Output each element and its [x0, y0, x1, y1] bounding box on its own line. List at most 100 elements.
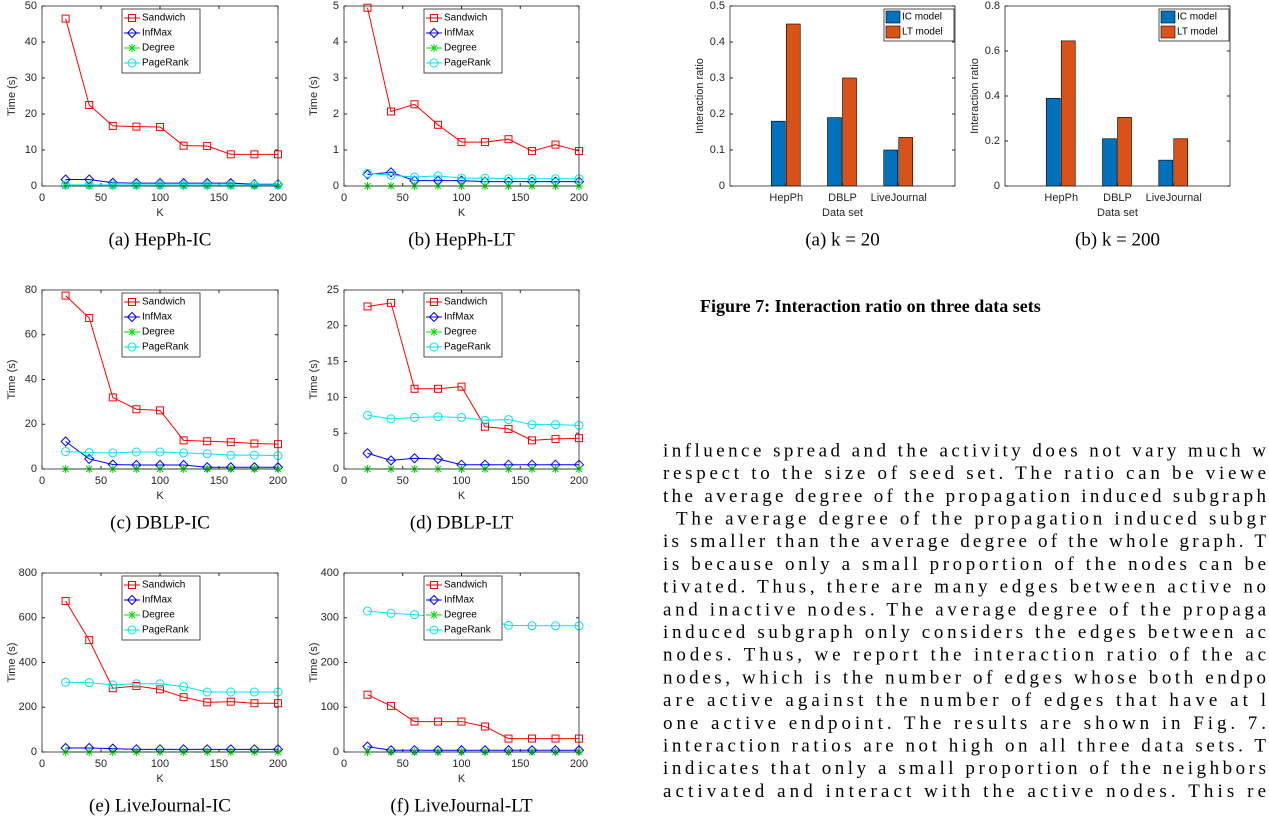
marker: [127, 625, 137, 635]
y-tick-label: 0: [31, 180, 37, 192]
marker: [387, 107, 395, 116]
marker: [108, 680, 118, 690]
marker: [61, 596, 70, 605]
y-axis-label: Time (s): [308, 643, 320, 683]
marker: [457, 382, 466, 391]
y-tick-label: 0: [994, 180, 1000, 192]
legend-label: InfMax: [142, 595, 172, 606]
y-tick-label: 0.5: [710, 0, 725, 12]
marker: [430, 611, 438, 619]
x-tick-label: 200: [269, 192, 287, 204]
marker: [249, 687, 259, 697]
marker: [457, 173, 466, 183]
marker: [83, 453, 95, 465]
body-line: one active endpoint. The results are sho…: [663, 713, 1266, 734]
marker: [429, 58, 439, 68]
x-tick-label: 100: [151, 758, 169, 770]
chart: 0 200 400 600 800 Time (s) K (e) LiveJournal-IC…: [6, 567, 287, 816]
marker: [433, 412, 443, 422]
marker: [430, 298, 438, 306]
marker: [128, 328, 136, 336]
legend-swatch: [1160, 25, 1176, 39]
y-tick-label: 400: [19, 656, 37, 668]
y-axis-label: Time (s): [308, 76, 320, 116]
bar: [827, 117, 842, 187]
chart: 0 10 20 30 40 50 Time (s) K (a) HepPh-IC 0 50 100 15…: [6, 0, 287, 250]
body-line: induced subgraph only considers the edge…: [663, 622, 1266, 643]
y-tick-label: 80: [25, 284, 37, 296]
axes-frame: [343, 5, 580, 187]
x-tick-label: 50: [397, 758, 409, 770]
marker: [85, 101, 94, 109]
marker: [430, 14, 438, 22]
marker: [410, 384, 419, 393]
marker: [457, 717, 466, 726]
marker: [108, 121, 117, 130]
body-line: nodes. Thus, we report the interaction r…: [663, 645, 1266, 666]
marker: [434, 384, 442, 393]
body-line: influence spread and the activity does n…: [663, 440, 1266, 461]
marker: [250, 699, 259, 708]
series-line: [367, 172, 579, 180]
legend-label: Degree: [444, 327, 477, 338]
body-line: is smaller than the average degree of th…: [663, 531, 1266, 552]
series-line: [65, 295, 279, 445]
y-tick-label: 40: [25, 373, 37, 385]
y-tick-label: 0.8: [985, 0, 1000, 12]
y-tick-label: 0: [719, 180, 725, 192]
x-axis-label: K: [458, 773, 466, 785]
y-tick-label: 0.1: [710, 144, 725, 156]
series-line: [65, 600, 278, 704]
marker: [128, 44, 136, 52]
marker: [430, 581, 438, 589]
marker: [457, 138, 466, 147]
marker: [155, 679, 165, 689]
marker: [202, 180, 212, 190]
x-tick-label: HepPh: [769, 192, 803, 204]
y-tick-label: 300: [321, 612, 339, 624]
y-tick-label: 20: [327, 320, 339, 332]
legend-label: IC model: [1177, 12, 1217, 23]
marker: [203, 698, 212, 707]
y-tick-label: 200: [19, 701, 37, 713]
legend-swatch: [885, 25, 901, 39]
marker: [84, 448, 94, 458]
y-tick-label: 15: [327, 356, 339, 368]
marker: [202, 687, 212, 697]
marker: [481, 722, 489, 731]
body-line: indicates that only a small proportion o…: [663, 758, 1266, 779]
legend-label: PageRank: [142, 342, 190, 353]
marker: [480, 173, 490, 183]
legend-label: Degree: [142, 43, 175, 54]
x-axis-label: Data set: [822, 207, 863, 219]
x-axis-label: K: [156, 490, 164, 502]
marker: [551, 621, 560, 631]
x-tick-label: LiveJournal: [1146, 192, 1202, 204]
bar: [842, 77, 857, 187]
marker: [226, 150, 235, 159]
marker: [363, 690, 372, 699]
marker: [362, 169, 373, 180]
x-axis-label: Data set: [1097, 207, 1138, 219]
body-line: activated and interact with the active n…: [663, 781, 1266, 802]
marker: [528, 147, 536, 156]
series-line: [65, 747, 278, 750]
x-tick-label: 50: [397, 192, 409, 204]
legend-label: PageRank: [444, 342, 492, 353]
marker: [128, 14, 136, 22]
marker: [226, 697, 235, 706]
bar: [1060, 40, 1076, 187]
marker: [432, 453, 444, 465]
y-tick-label: 0: [31, 463, 37, 475]
marker: [203, 142, 212, 151]
marker: [249, 450, 259, 460]
axes-frame: [343, 572, 580, 753]
x-tick-label: 200: [570, 192, 588, 204]
x-tick-label: 150: [210, 475, 228, 487]
marker: [481, 422, 489, 431]
y-tick-label: 0: [31, 746, 37, 758]
chart: 0 20 40 60 80 Time (s) K (c) DBLP-IC 0 50 100 150 20…: [6, 284, 287, 533]
marker: [127, 58, 137, 68]
series-line: [65, 18, 278, 155]
y-tick-label: 2: [333, 108, 339, 120]
